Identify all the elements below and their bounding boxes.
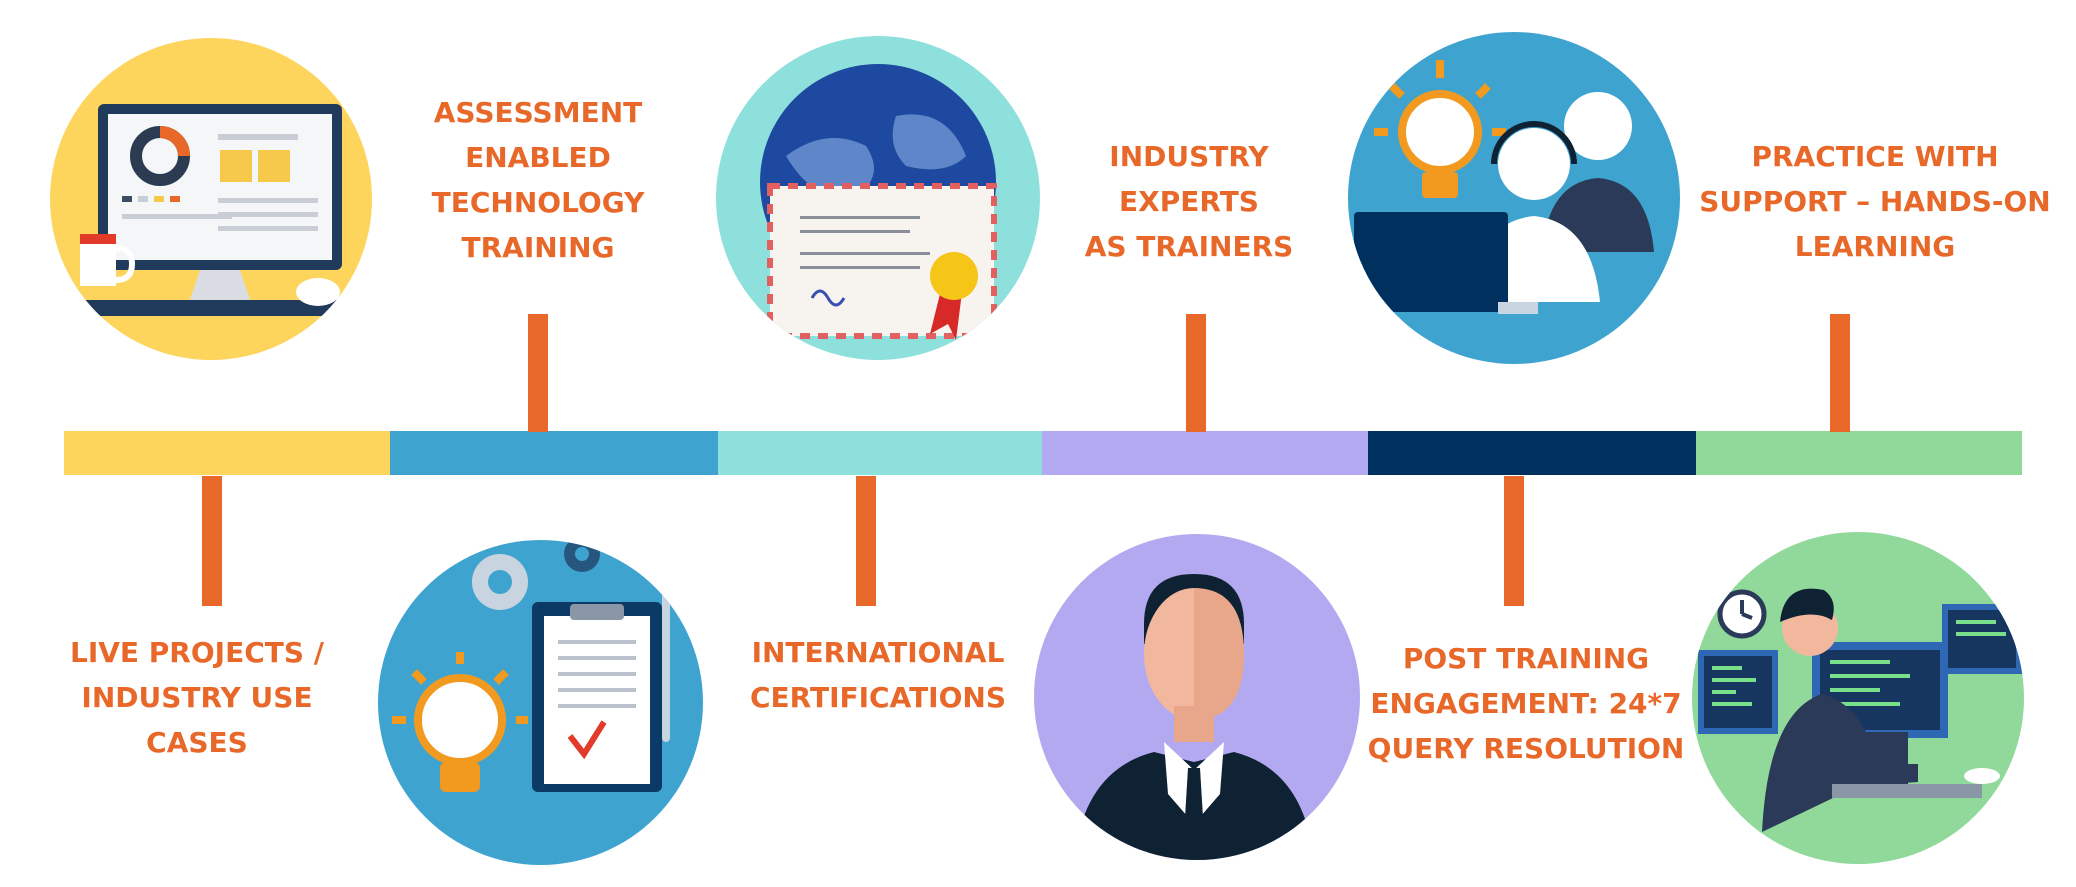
connector-stem-2 [528,314,548,432]
timeline-segment-3 [718,431,1042,475]
timeline-segment-2 [390,431,718,475]
step-label-certifications: INTERNATIONAL CERTIFICATIONS [749,636,1006,714]
support-agents-icon [1348,32,1680,364]
step-label-post-training: POST TRAINING ENGAGEMENT: 24*7 QUERY RES… [1367,642,1685,765]
connector-stem-6 [1830,314,1850,432]
timeline-segment-1 [64,431,390,475]
developer-at-desk-icon [1692,532,2024,864]
connector-stem-1 [202,476,222,606]
timeline-segment-6 [1696,431,2022,475]
globe-certificate-icon [716,36,1040,360]
businessman-icon [1034,534,1360,860]
connector-stem-4 [1186,314,1206,432]
connector-stem-3 [856,476,876,606]
timeline-segment-5 [1368,431,1696,475]
step-label-live-projects: LIVE PROJECTS / INDUSTRY USE CASES [69,636,325,759]
step-label-practice: PRACTICE WITH SUPPORT – HANDS-ON LEARNIN… [1699,140,2051,263]
timeline-segment-4 [1042,431,1368,475]
step-label-assessment: ASSESSMENT ENABLED TECHNOLOGY TRAINING [431,96,645,264]
lightbulb-clipboard-icon [378,540,703,865]
connector-stem-5 [1504,476,1524,606]
step-label-experts: INDUSTRY EXPERTS AS TRAINERS [1084,140,1294,263]
computer-monitor-icon [50,38,372,360]
